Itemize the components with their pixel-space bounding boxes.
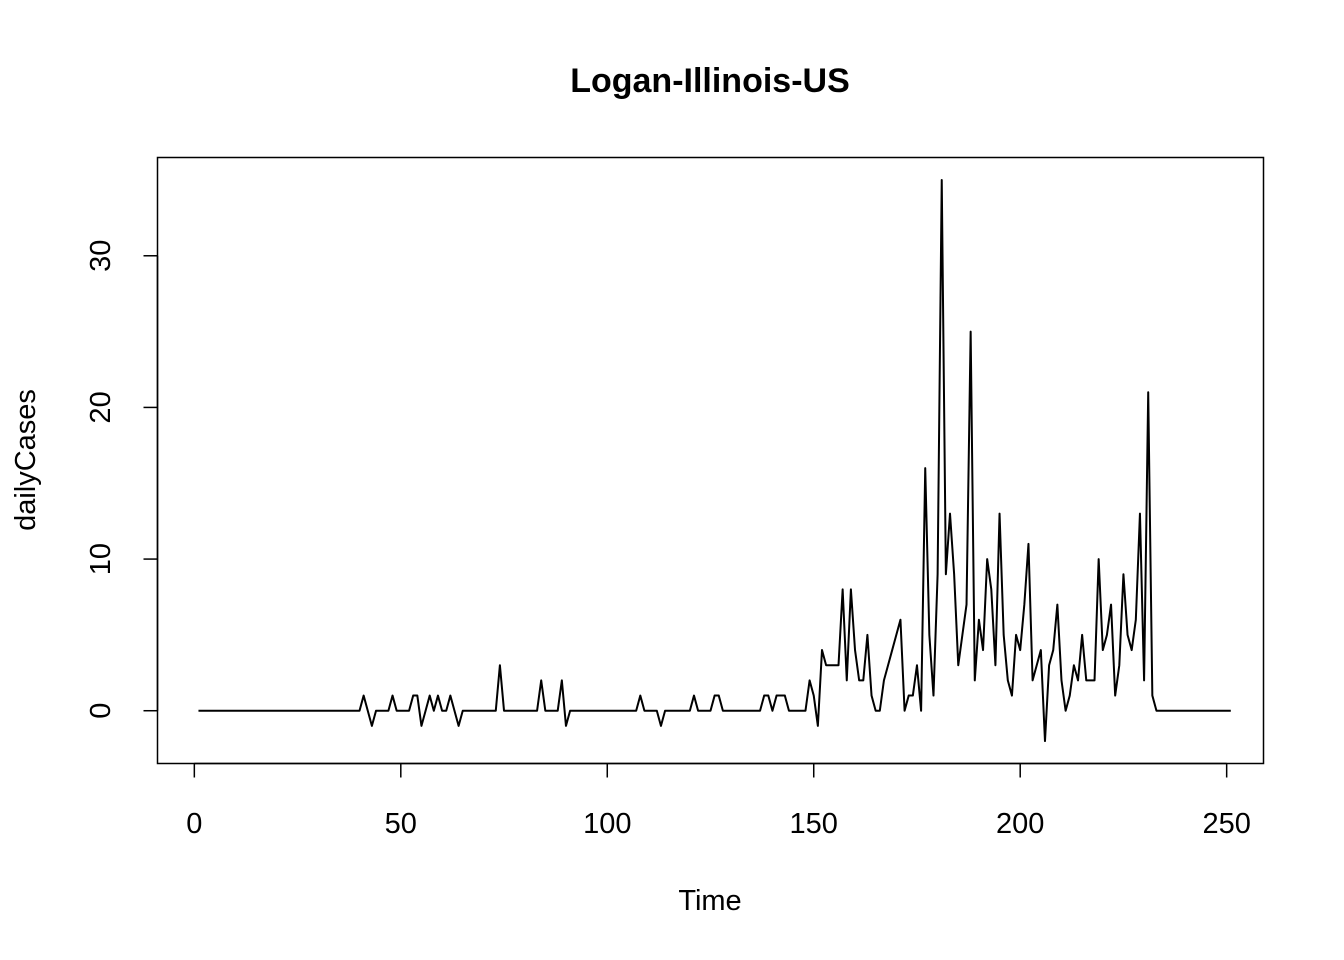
x-tick-label: 200 [996, 808, 1044, 840]
y-axis-label: dailyCases [10, 389, 42, 531]
y-tick-label: 20 [85, 391, 117, 423]
y-tick-label: 10 [85, 543, 117, 575]
x-axis: 0 50 100 150 200 250 [186, 762, 1251, 840]
y-axis: 0 10 20 30 [85, 240, 159, 719]
plot-frame [156, 156, 1265, 765]
x-tick-label: 50 [385, 808, 417, 840]
series-line-dailycases [198, 178, 1231, 743]
x-tick-label: 100 [583, 808, 631, 840]
chart-title: Logan-Illinois-US [570, 62, 850, 100]
x-tick-label: 150 [790, 808, 838, 840]
y-tick-label: 30 [85, 240, 117, 272]
x-tick-label: 250 [1202, 808, 1250, 840]
x-axis-label: Time [678, 885, 741, 917]
y-tick-label: 0 [85, 703, 117, 719]
x-tick-label: 0 [186, 808, 202, 840]
